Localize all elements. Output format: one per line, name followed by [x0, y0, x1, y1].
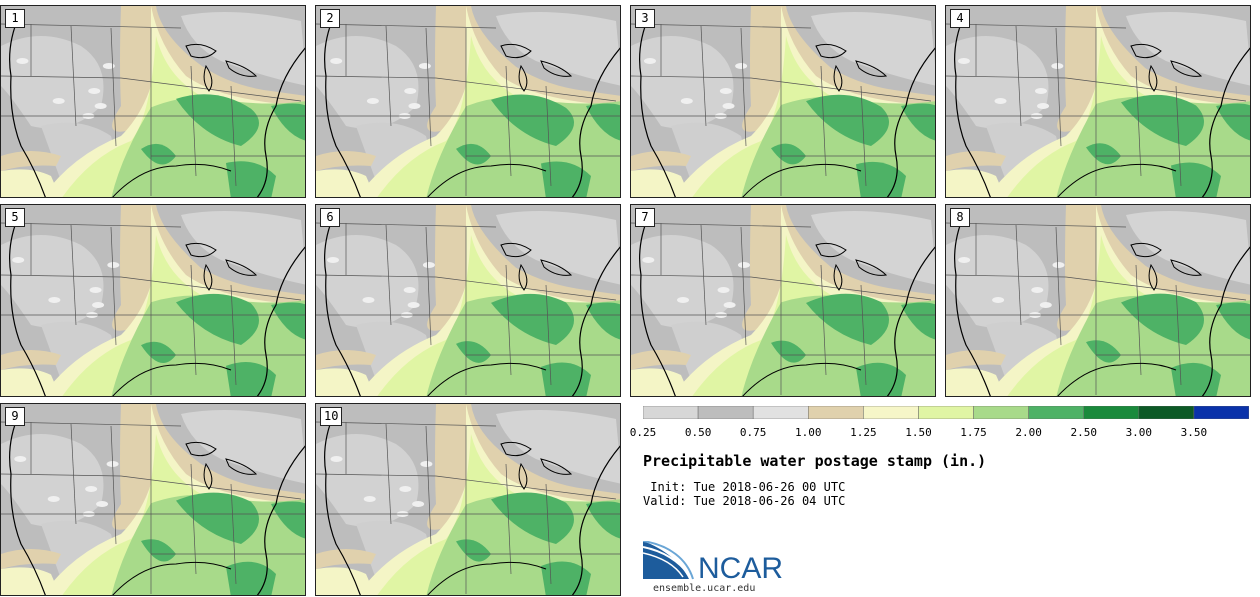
member-number-label: 1 [5, 9, 25, 28]
map-panel: 4 [945, 5, 1251, 198]
map-panel: 10 [315, 403, 621, 596]
precipitable-water-map [631, 6, 935, 197]
map-panel: 1 [0, 5, 306, 198]
colorbar-swatch [808, 406, 864, 419]
init-time: Init: Tue 2018-06-26 00 UTC [643, 480, 846, 494]
chart-title: Precipitable water postage stamp (in.) [643, 452, 987, 470]
colorbar-tick-label: 1.00 [795, 426, 822, 439]
precipitable-water-map [1, 6, 305, 197]
map-panel: 8 [945, 204, 1251, 397]
colorbar-tick-label: 3.00 [1125, 426, 1153, 439]
member-number-label: 3 [635, 9, 655, 28]
map-panel: 9 [0, 403, 306, 596]
colorbar-tick-label: 0.50 [684, 426, 712, 439]
colorbar-swatch [697, 406, 754, 419]
map-panel: 7 [630, 204, 936, 397]
ncar-logo-text: NCAR [698, 552, 783, 581]
precipitable-water-map [946, 205, 1250, 396]
valid-time: Valid: Tue 2018-06-26 04 UTC [643, 494, 846, 508]
precipitable-water-map [316, 404, 620, 595]
precipitable-water-map [1, 404, 305, 595]
colorbar-swatch [1028, 406, 1084, 419]
map-panel: 6 [315, 204, 621, 397]
colorbar-tick-label: 0.75 [739, 426, 767, 439]
colorbar-swatch [752, 406, 809, 419]
precipitable-water-map [316, 6, 620, 197]
member-number-label: 2 [320, 9, 340, 28]
member-number-label: 7 [635, 208, 655, 227]
colorbar-tick-label: 1.25 [850, 426, 877, 439]
colorbar-swatch [1083, 406, 1140, 419]
colorbar [643, 406, 1249, 419]
colorbar-tick-label: 3.50 [1180, 426, 1208, 439]
colorbar-swatch [918, 406, 974, 419]
member-number-label: 10 [320, 407, 343, 426]
colorbar-tick-label: 1.50 [905, 426, 932, 439]
colorbar-swatch [863, 406, 919, 419]
member-number-label: 8 [950, 208, 970, 227]
colorbar-swatch [1193, 406, 1249, 419]
colorbar-tick-label: 0.25 [629, 426, 657, 439]
precipitable-water-map [631, 205, 935, 396]
colorbar-tick-label: 2.00 [1015, 426, 1042, 439]
colorbar-swatch [1138, 406, 1195, 419]
precipitable-water-map [1, 205, 305, 396]
member-number-label: 4 [950, 9, 970, 28]
member-number-label: 6 [320, 208, 340, 227]
precipitable-water-map [316, 205, 620, 396]
colorbar-tick-label: 2.50 [1070, 426, 1097, 439]
colorbar-swatch [973, 406, 1029, 419]
colorbar-tick-label: 1.75 [960, 426, 987, 439]
map-panel: 5 [0, 204, 306, 397]
map-panel: 3 [630, 5, 936, 198]
precipitable-water-map [946, 6, 1250, 197]
logo-url: ensemble.ucar.edu [653, 583, 756, 594]
member-number-label: 5 [5, 208, 25, 227]
ncar-logo: NCAR [643, 541, 783, 581]
colorbar-swatch [643, 406, 699, 419]
map-panel: 2 [315, 5, 621, 198]
member-number-label: 9 [5, 407, 25, 426]
